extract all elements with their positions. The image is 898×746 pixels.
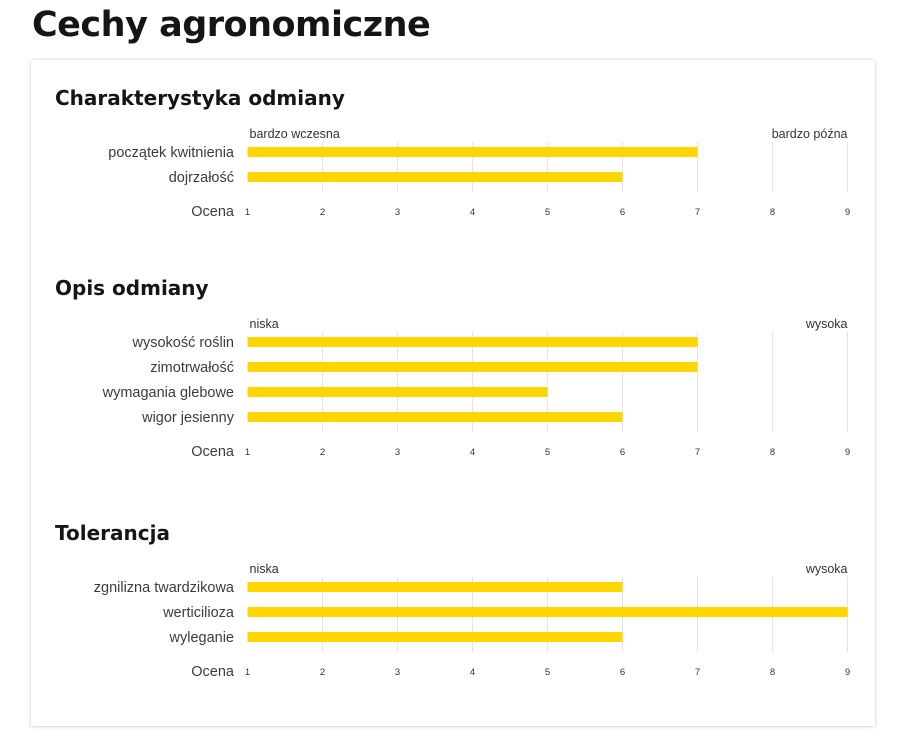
tick-label: 9	[845, 667, 850, 678]
bar	[247, 337, 698, 347]
tick-label: 8	[770, 667, 775, 678]
tick-label: 6	[620, 667, 625, 678]
chart-description: niska wysoka wysokość roślin zimotrwałość wy…	[102, 317, 851, 460]
tick-label: 5	[545, 447, 550, 458]
bar	[247, 387, 548, 397]
bar	[247, 412, 623, 422]
category-label: zgnilizna twardzikowa	[94, 580, 235, 596]
page-title: Cechy agronomiczne	[32, 5, 431, 45]
tick-label: 5	[545, 207, 550, 218]
tick-label: 6	[620, 207, 625, 218]
tick-label: 5	[545, 667, 550, 678]
category-label: werticilioza	[162, 605, 235, 621]
tick-label: 1	[245, 667, 250, 678]
tick-label: 3	[395, 667, 400, 678]
tick-label: 4	[470, 207, 475, 218]
scale-max-label: bardzo późna	[772, 127, 848, 141]
scale-min-label: niska	[250, 317, 279, 331]
tick-label: 1	[245, 207, 250, 218]
tick-label: 3	[395, 447, 400, 458]
category-label: początek kwitnienia	[108, 145, 235, 161]
tick-label: 6	[620, 447, 625, 458]
bar	[247, 582, 623, 592]
category-label: wymagania glebowe	[102, 385, 234, 401]
tick-label: 7	[695, 207, 700, 218]
traits-card: Charakterystyka odmiany bardzo wczesna ba…	[31, 60, 875, 726]
chart-tolerance: niska wysoka zgnilizna twardzikowa werticil…	[94, 562, 850, 680]
tick-label: 2	[320, 667, 325, 678]
tick-label: 9	[845, 447, 850, 458]
scale-min-label: bardzo wczesna	[250, 127, 340, 141]
section-title: Tolerancja	[55, 521, 170, 545]
tick-label: 4	[470, 447, 475, 458]
tick-label: 9	[845, 207, 850, 218]
bar	[247, 632, 623, 642]
axis-label: Ocena	[191, 444, 235, 460]
tick-label: 8	[770, 207, 775, 218]
category-label: wyleganie	[169, 630, 235, 646]
chart-characteristics: bardzo wczesna bardzo późna początek kwitn…	[108, 127, 850, 220]
axis-label: Ocena	[191, 204, 235, 220]
category-label: wigor jesienny	[141, 410, 235, 426]
category-label: dojrzałość	[169, 170, 234, 186]
bar	[247, 147, 698, 157]
category-label: zimotrwałość	[150, 360, 234, 376]
tick-label: 2	[320, 447, 325, 458]
category-label: wysokość roślin	[131, 335, 234, 351]
axis-label: Ocena	[191, 664, 235, 680]
bar	[247, 172, 623, 182]
tick-label: 1	[245, 447, 250, 458]
bar	[247, 607, 848, 617]
tick-label: 4	[470, 667, 475, 678]
section-title: Opis odmiany	[55, 276, 209, 300]
tick-label: 8	[770, 447, 775, 458]
section-title: Charakterystyka odmiany	[55, 86, 345, 110]
tick-label: 7	[695, 667, 700, 678]
bar	[247, 362, 698, 372]
scale-max-label: wysoka	[805, 562, 848, 576]
tick-label: 7	[695, 447, 700, 458]
tick-label: 3	[395, 207, 400, 218]
scale-max-label: wysoka	[805, 317, 848, 331]
scale-min-label: niska	[250, 562, 279, 576]
tick-label: 2	[320, 207, 325, 218]
